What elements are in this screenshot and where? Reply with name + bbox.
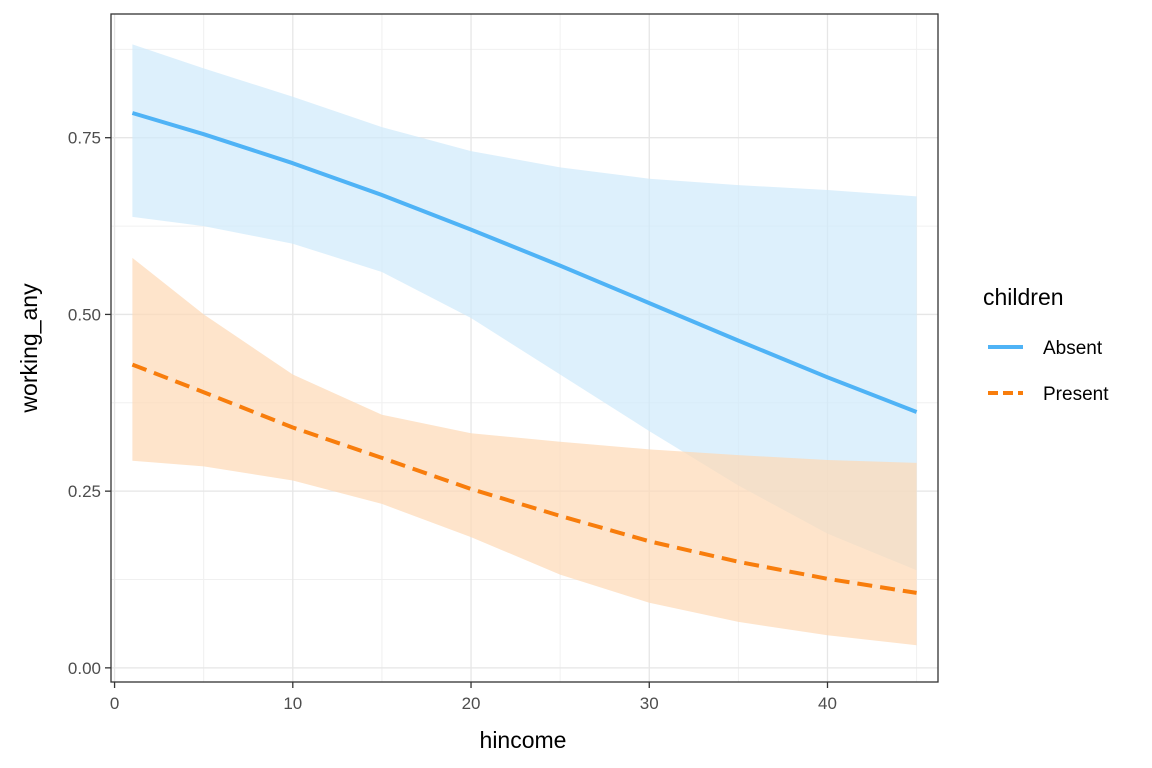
y-axis-title: working_any bbox=[16, 283, 42, 414]
x-tick-label: 20 bbox=[462, 694, 481, 713]
x-tick-label: 30 bbox=[640, 694, 659, 713]
x-axis-title: hincome bbox=[480, 727, 567, 753]
axes: 0 10 20 30 40 0.00 0.25 0.50 0.75 bbox=[68, 129, 837, 713]
x-tick-label: 0 bbox=[110, 694, 119, 713]
y-tick-label: 0.75 bbox=[68, 129, 101, 148]
line-present bbox=[131, 362, 917, 595]
line-absent bbox=[131, 111, 918, 414]
y-tick-label: 0.00 bbox=[68, 659, 101, 678]
ribbon-present bbox=[132, 257, 917, 646]
legend-title: children bbox=[983, 284, 1064, 310]
x-tick-label: 10 bbox=[283, 694, 302, 713]
plot-border bbox=[110, 13, 939, 683]
legend-label-absent: Absent bbox=[1043, 338, 1103, 359]
x-tick-label: 40 bbox=[818, 694, 837, 713]
y-tick-label: 0.50 bbox=[68, 305, 101, 324]
legend: children Absent Present bbox=[983, 284, 1109, 405]
legend-label-present: Present bbox=[1043, 384, 1109, 405]
series-lines bbox=[131, 111, 918, 595]
y-tick-label: 0.25 bbox=[68, 482, 101, 501]
